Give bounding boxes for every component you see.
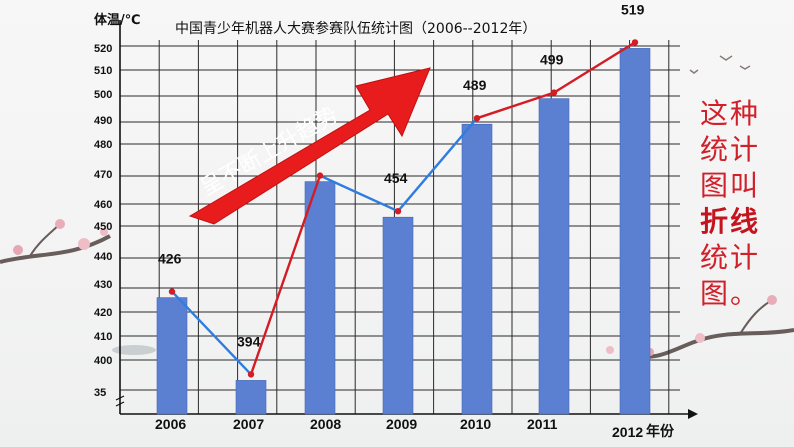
bar [538, 98, 570, 415]
trend-segment [475, 91, 556, 120]
bar [235, 380, 267, 415]
side-note: 这种统计图叫折线统计图。 [700, 97, 761, 310]
y-axis-label: 体温/℃ [94, 12, 141, 28]
plum-branch-decoration [0, 55, 794, 359]
axis-break-mark [115, 395, 125, 407]
data-point [473, 115, 481, 122]
y-tick-label: 520 [94, 43, 112, 55]
data-point [168, 288, 176, 295]
y-tick-label: 430 [94, 279, 112, 291]
bar [156, 297, 188, 415]
trend-segment [249, 174, 322, 376]
bar [461, 123, 493, 415]
chart-title: 中国青少年机器人大赛参赛队伍统计图（2006--2012年） [175, 20, 536, 37]
y-tick-label: 420 [94, 307, 112, 319]
y-tick-label: 450 [94, 221, 112, 233]
y-tick-label: 440 [94, 251, 112, 263]
x-axis-arrow [688, 409, 698, 419]
x-tick-label: 2012 [612, 424, 643, 440]
y-tick-label: 490 [94, 115, 112, 127]
x-tick-label: 2008 [310, 416, 341, 432]
bar-value-label: 426 [158, 251, 182, 267]
chart-bars [156, 48, 651, 415]
bar [619, 48, 651, 415]
data-point [316, 172, 324, 179]
y-tick-label: 470 [94, 169, 112, 181]
x-tick-label: 2010 [460, 416, 491, 432]
y-tick-label: 510 [94, 65, 112, 77]
trend-segment [318, 174, 400, 213]
x-axis-label: 年份 [646, 423, 675, 440]
bar [382, 216, 414, 415]
data-point [631, 39, 639, 46]
trend-segment [396, 116, 479, 213]
x-tick-label: 2006 [155, 416, 186, 432]
bar-value-label: 489 [463, 77, 487, 93]
trend-segment [552, 41, 637, 94]
trend-segment [170, 290, 253, 376]
chart-labels: 35 400 410 420 430 440 450 460 470 480 490 500 510 52… [94, 1, 675, 440]
y-tick-label: 400 [94, 355, 112, 367]
y-tick-label: 35 [94, 387, 106, 399]
trend-arrow-shape [188, 67, 431, 225]
bar-value-label: 394 [237, 333, 261, 349]
y-tick-label: 460 [94, 199, 112, 211]
data-point [247, 371, 255, 378]
trend-segments [168, 39, 639, 378]
y-tick-label: 500 [94, 89, 112, 101]
x-tick-label: 2009 [386, 416, 417, 432]
data-point [394, 208, 402, 215]
bar-value-label: 499 [540, 52, 564, 68]
side-note-emphasis: 折线 [700, 205, 761, 238]
bar-value-label: 519 [621, 1, 645, 17]
bar-value-label: 454 [384, 170, 408, 186]
x-tick-label: 2007 [233, 416, 264, 432]
data-point [550, 89, 558, 96]
x-tick-label: 2011 [527, 416, 558, 432]
bar [304, 181, 336, 415]
y-tick-label: 410 [94, 331, 112, 343]
y-tick-label: 480 [94, 139, 112, 151]
